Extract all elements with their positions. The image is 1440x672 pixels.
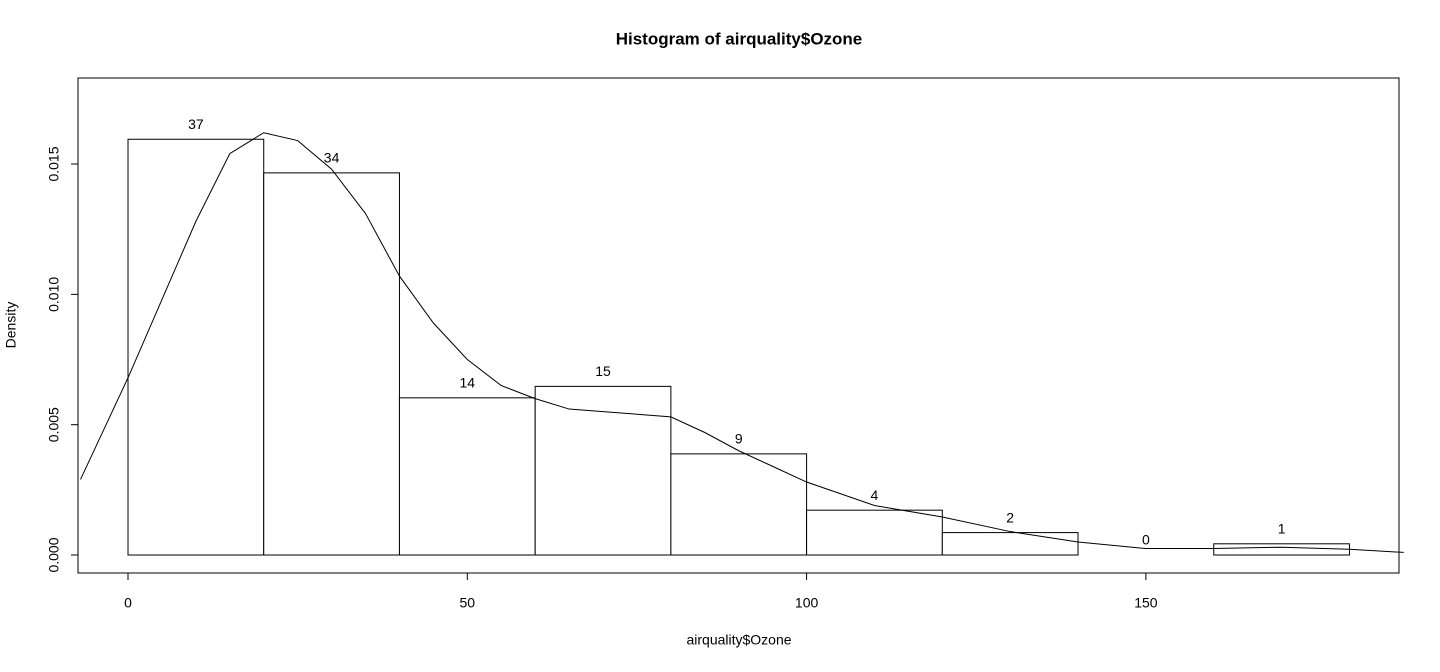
- x-tick-label: 150: [1134, 595, 1158, 611]
- bar-label: 15: [595, 363, 611, 379]
- bar-label: 14: [460, 375, 476, 391]
- bar-label: 34: [324, 150, 340, 166]
- x-tick-label: 0: [124, 595, 132, 611]
- bar: [1213, 543, 1350, 556]
- bar-label: 2: [1006, 509, 1014, 525]
- x-tick-label: 50: [460, 595, 476, 611]
- y-tick-label: 0.010: [46, 277, 62, 312]
- y-axis-label: Density: [3, 302, 19, 349]
- density-curve: [80, 132, 1404, 553]
- bar: [941, 532, 1079, 556]
- bar-label: 9: [735, 431, 743, 447]
- y-tick-label: 0.015: [46, 146, 62, 181]
- bar: [127, 138, 265, 556]
- bar: [670, 453, 808, 556]
- x-axis-label: airquality$Ozone: [686, 632, 791, 648]
- chart-title: Histogram of airquality$Ozone: [616, 29, 863, 48]
- y-tick-label: 0.005: [46, 407, 62, 442]
- bar-label: 37: [188, 116, 204, 132]
- bar: [534, 385, 672, 556]
- bar-label: 4: [871, 487, 879, 503]
- x-tick-label: 100: [795, 595, 819, 611]
- bar: [263, 172, 400, 556]
- bar-label: 0: [1142, 532, 1150, 548]
- y-tick-label: 0.000: [46, 537, 62, 572]
- bar: [398, 397, 536, 556]
- bar: [806, 509, 943, 556]
- bar-label: 1: [1278, 521, 1286, 537]
